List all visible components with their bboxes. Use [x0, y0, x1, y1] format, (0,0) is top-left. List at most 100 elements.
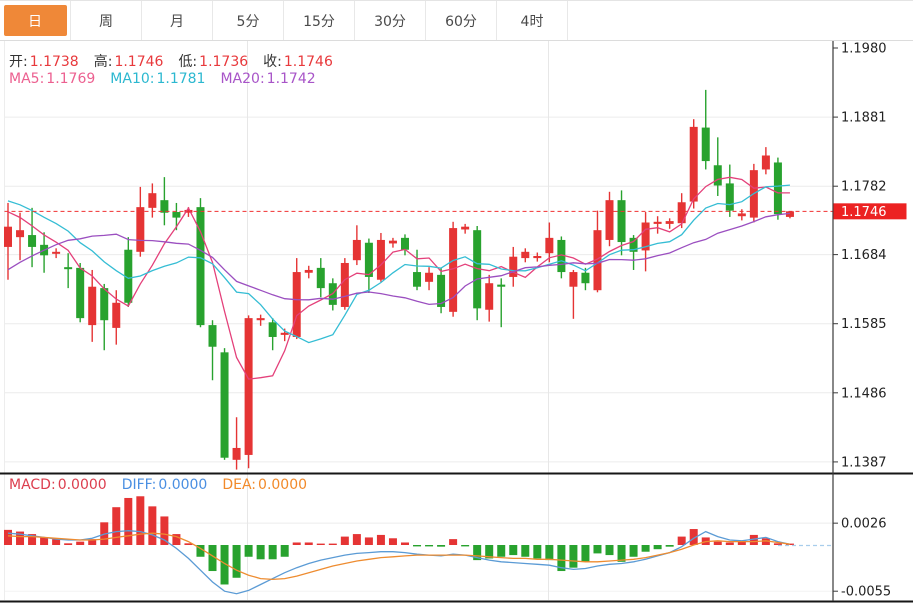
candle[interactable]: [701, 89, 710, 170]
legend-value: 1.1746: [283, 54, 333, 70]
tab-week[interactable]: 周: [71, 1, 142, 40]
candle[interactable]: [148, 183, 157, 218]
candle[interactable]: [256, 314, 265, 326]
candle[interactable]: [136, 186, 145, 257]
candle[interactable]: [557, 236, 566, 279]
candle[interactable]: [773, 157, 782, 220]
candle[interactable]: [124, 237, 133, 307]
candle[interactable]: [473, 225, 482, 321]
candle[interactable]: [593, 210, 602, 293]
candle[interactable]: [52, 248, 61, 259]
candle[interactable]: [785, 211, 794, 219]
candle[interactable]: [76, 262, 85, 323]
candle[interactable]: [196, 198, 205, 328]
timeframe-tab-bar: 日 周 月 5分 15分 30分 60分 4时: [0, 0, 913, 41]
candle[interactable]: [677, 193, 686, 229]
candle[interactable]: [28, 207, 37, 268]
tab-label: 月: [170, 13, 184, 30]
price-axis: 1.1980 1.1881 1.1782 1.1684 1.1585 1.1486 1.13…: [833, 42, 891, 600]
candle[interactable]: [713, 137, 722, 196]
macd-tick-label: -0.0055: [841, 585, 891, 600]
legend-value: 1.1746: [114, 54, 164, 70]
candle[interactable]: [461, 223, 470, 234]
legend-item: DIFF: 0.0000: [122, 477, 208, 493]
tab-60min[interactable]: 60分: [426, 1, 497, 40]
legend-label: MACD:: [9, 477, 56, 493]
legend-label: 收:: [263, 54, 282, 70]
candle[interactable]: [304, 265, 313, 279]
tab-30min[interactable]: 30分: [355, 1, 426, 40]
candle[interactable]: [364, 238, 373, 293]
candle[interactable]: [316, 258, 325, 298]
legend-item: 收: 1.1746: [263, 54, 333, 70]
candle[interactable]: [605, 191, 614, 247]
tab-label: 30分: [374, 13, 406, 30]
candle[interactable]: [208, 320, 217, 381]
candle[interactable]: [413, 249, 422, 291]
ma10-line: [7, 184, 791, 344]
price-tick-label: 1.1881: [841, 111, 887, 126]
legend-label: MA20:: [220, 71, 265, 87]
candle[interactable]: [220, 348, 229, 460]
candle[interactable]: [581, 267, 590, 291]
candle[interactable]: [497, 278, 506, 328]
candle[interactable]: [64, 253, 73, 289]
candle[interactable]: [100, 283, 109, 351]
candle[interactable]: [617, 190, 626, 256]
candle[interactable]: [509, 246, 518, 287]
ma-legend: MA5: 1.1769 MA10: 1.1781 MA20: 1.1742: [9, 71, 331, 87]
macd-tick-label: 0.0026: [841, 517, 887, 532]
legend-value: 1.1781: [156, 71, 206, 87]
candle[interactable]: [761, 147, 770, 175]
candle[interactable]: [521, 248, 530, 263]
candle[interactable]: [376, 232, 385, 282]
legend-item: 高: 1.1746: [94, 54, 164, 70]
price-tick-label: 1.1585: [841, 317, 887, 332]
legend-label: DEA:: [222, 477, 257, 493]
legend-item: DEA: 0.0000: [222, 477, 307, 493]
candle[interactable]: [425, 267, 434, 291]
candle[interactable]: [352, 225, 361, 266]
tab-5min[interactable]: 5分: [213, 1, 284, 40]
candle[interactable]: [232, 417, 241, 470]
candle[interactable]: [641, 212, 650, 272]
candle[interactable]: [388, 237, 397, 248]
candle[interactable]: [160, 177, 169, 226]
candle[interactable]: [533, 252, 542, 262]
candle[interactable]: [268, 318, 277, 351]
candle[interactable]: [88, 269, 97, 342]
legend-item: 开: 1.1738: [9, 54, 79, 70]
tab-month[interactable]: 月: [142, 1, 213, 40]
candle[interactable]: [292, 258, 301, 340]
candle[interactable]: [665, 218, 674, 229]
candle[interactable]: [437, 267, 446, 314]
legend-item: MACD: 0.0000: [9, 477, 107, 493]
legend-value: 0.0000: [158, 477, 208, 493]
diff-line: [7, 530, 791, 595]
candle[interactable]: [725, 164, 734, 217]
tab-4hour[interactable]: 4时: [497, 1, 568, 40]
tab-15min[interactable]: 15分: [284, 1, 355, 40]
candle[interactable]: [4, 202, 12, 280]
candle[interactable]: [485, 274, 494, 322]
candle[interactable]: [16, 212, 25, 261]
candle[interactable]: [569, 269, 578, 319]
candle[interactable]: [400, 234, 409, 256]
legend-label: 低:: [178, 54, 198, 70]
ma5-line: [7, 176, 790, 380]
legend-value: 0.0000: [57, 477, 107, 493]
price-tick-label: 1.1486: [841, 386, 887, 401]
price-tick-label: 1.1684: [841, 248, 887, 263]
legend-item: MA20: 1.1742: [220, 71, 315, 87]
candle[interactable]: [653, 216, 662, 234]
candle[interactable]: [340, 258, 349, 310]
candle[interactable]: [545, 222, 554, 263]
candle[interactable]: [244, 315, 253, 469]
tab-day[interactable]: 日: [0, 1, 71, 40]
legend-item: MA10: 1.1781: [110, 71, 205, 87]
candle[interactable]: [689, 119, 698, 209]
candle-series: [4, 89, 794, 470]
legend-label: MA10:: [110, 71, 155, 87]
